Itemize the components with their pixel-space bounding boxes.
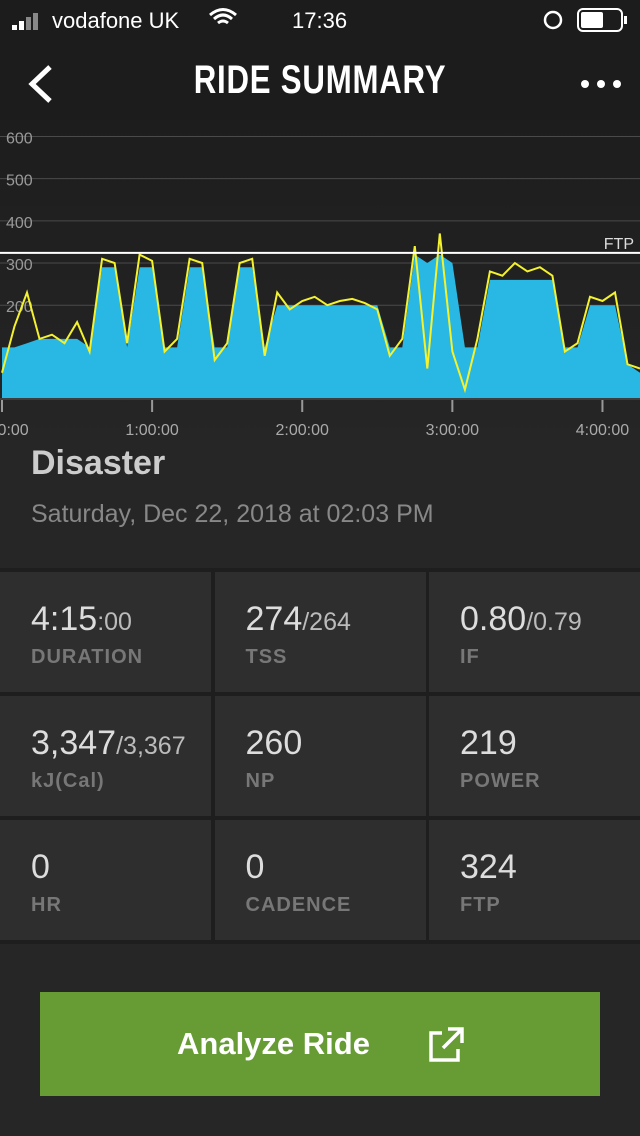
x-tick-label: 3:00:00	[426, 422, 479, 439]
power-chart: 200 300 400 500 600 FTP 0:00:00 1:00:00 2:00:00 3…	[0, 120, 640, 450]
stat-tile: 0 CADENCE	[214, 820, 426, 940]
power-line	[1, 233, 640, 394]
button-label: Analyze Ride	[177, 1026, 370, 1061]
battery-tip	[624, 16, 627, 24]
y-tick-label: 300	[6, 257, 33, 274]
stats-grid: 4:15:00 DURATION 274/264 TSS 0.80/0.79 IF 3,34…	[0, 568, 640, 944]
stat-tile: 3,347/3,367 kJ(Cal)	[0, 696, 211, 816]
stat-label: FTP	[460, 894, 501, 916]
signal-bar	[12, 25, 17, 30]
stat-label: HR	[31, 894, 62, 916]
stat-tile: 0.80/0.79 IF	[429, 572, 640, 692]
x-tick-label: 4:00:00	[576, 422, 629, 439]
stat-value-row: 324	[460, 848, 517, 887]
wifi-icon	[209, 8, 237, 25]
stat-value: 0	[31, 848, 50, 886]
stat-label: DURATION	[31, 646, 144, 668]
battery-level	[581, 12, 603, 28]
stat-value: 4:15	[31, 600, 98, 638]
nav-icons	[28, 65, 621, 103]
stat-label: IF	[460, 646, 480, 668]
analyze-button[interactable]: Analyze Ride	[40, 992, 600, 1096]
y-tick-label: 200	[6, 299, 33, 316]
ride-date: Saturday, Dec 22, 2018 at 02:03 PM	[31, 500, 434, 528]
stat-value: 0	[245, 848, 265, 886]
back-button[interactable]	[28, 65, 52, 103]
stat-value-row: 4:15:00	[31, 600, 132, 639]
signal-bar	[26, 17, 31, 30]
x-tick-label: 1:00:00	[125, 422, 178, 439]
x-tick-label: 0:00:00	[0, 422, 29, 439]
stat-value: 0.80	[460, 600, 527, 638]
stat-secondary: :00	[97, 608, 132, 636]
clock: 17:36	[292, 8, 348, 33]
stat-tile: 324 FTP	[429, 820, 640, 940]
stat-tile: 219 POWER	[429, 696, 640, 816]
stat-value: 324	[460, 848, 517, 886]
alarm-icon	[543, 10, 563, 30]
stat-tile: 260 NP	[214, 696, 426, 816]
nav-bar: RIDE SUMMARY	[0, 40, 640, 120]
status-icons	[12, 8, 627, 32]
y-tick-label: 500	[6, 173, 33, 190]
stat-value-row: 260	[246, 724, 303, 763]
stat-tile: 274/264 TSS	[214, 572, 426, 692]
ftp-label: FTP	[604, 236, 634, 253]
stat-value: 3,347	[31, 724, 117, 762]
stat-value: 260	[245, 724, 303, 762]
more-button[interactable]	[581, 80, 621, 88]
stat-label: NP	[245, 770, 276, 792]
stat-value-row: 0	[246, 848, 265, 887]
stat-value-row: 274/264	[246, 600, 351, 639]
target-area	[2, 254, 640, 398]
stat-value: 274	[245, 600, 303, 638]
battery-icon	[577, 8, 623, 32]
stat-label: TSS	[245, 646, 288, 668]
status-bar: vodafone UK 17:36	[0, 0, 640, 40]
y-tick-label: 400	[6, 215, 33, 232]
page-title: RIDE SUMMARY	[193, 58, 447, 102]
x-tick-label: 2:00:00	[276, 422, 329, 439]
stat-value: 219	[460, 724, 517, 762]
external-link-icon	[429, 1027, 464, 1062]
carrier: vodafone UK	[52, 8, 180, 33]
stat-value-row: 219	[460, 724, 517, 763]
stat-label: POWER	[460, 770, 541, 792]
stat-value-row: 0.80/0.79	[460, 600, 582, 639]
signal-bar	[19, 21, 24, 30]
stat-value-row: 3,347/3,367	[31, 724, 186, 763]
stat-label: kJ(Cal)	[31, 770, 105, 792]
stat-value-row: 0	[31, 848, 50, 887]
stat-tile: 0 HR	[0, 820, 211, 940]
stat-tile: 4:15:00 DURATION	[0, 572, 211, 692]
stat-label: CADENCE	[245, 894, 352, 916]
y-tick-label: 600	[6, 130, 33, 147]
ride-name: Disaster	[31, 444, 166, 482]
stat-secondary: /0.79	[526, 608, 582, 636]
stat-secondary: /3,367	[116, 732, 186, 760]
stat-secondary: /264	[302, 608, 351, 636]
signal-bar	[33, 13, 38, 30]
